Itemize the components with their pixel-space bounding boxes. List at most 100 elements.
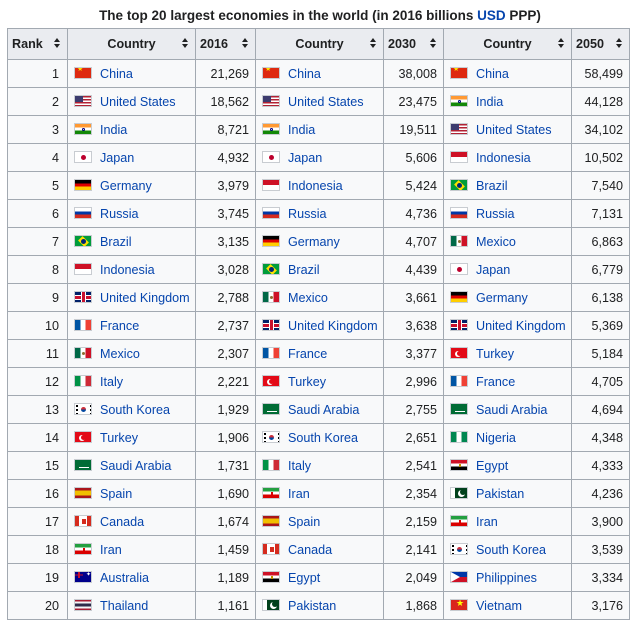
sort-arrows-icon[interactable] xyxy=(53,38,61,50)
country-cell-2030: Russia xyxy=(255,199,384,228)
flag-russia-icon xyxy=(450,206,468,219)
country-link[interactable]: France xyxy=(100,318,140,333)
country-link[interactable]: Saudi Arabia xyxy=(288,402,360,417)
country-link[interactable]: Turkey xyxy=(288,374,327,389)
country-link[interactable]: Japan xyxy=(288,150,323,165)
country-link[interactable]: Turkey xyxy=(100,430,139,445)
country-link[interactable]: Australia xyxy=(100,570,149,585)
country-link[interactable]: India xyxy=(100,122,128,137)
sort-arrows-icon[interactable] xyxy=(615,38,623,50)
country-link[interactable]: South Korea xyxy=(476,542,547,557)
country-link[interactable]: Indonesia xyxy=(288,178,343,193)
country-link[interactable]: Brazil xyxy=(100,234,132,249)
country-link[interactable]: Egypt xyxy=(476,458,509,473)
country-link[interactable]: France xyxy=(476,374,516,389)
header-2016[interactable]: 2016 xyxy=(195,28,256,60)
country-link[interactable]: Saudi Arabia xyxy=(476,402,548,417)
flag-south-korea-icon xyxy=(450,542,468,555)
country-link[interactable]: Pakistan xyxy=(288,598,337,613)
gdp-value-2030: 38,008 xyxy=(383,59,444,88)
country-link[interactable]: Germany xyxy=(476,290,528,305)
table-row: 3 India 8,721 India 19,511 United States 34,10… xyxy=(7,115,630,144)
flag-thailand-icon xyxy=(74,598,92,611)
country-link[interactable]: Japan xyxy=(100,150,135,165)
country-link[interactable]: South Korea xyxy=(288,430,359,445)
country-cell-2016: Indonesia xyxy=(67,255,196,284)
country-link[interactable]: China xyxy=(100,66,133,81)
country-link[interactable]: Italy xyxy=(288,458,312,473)
country-link[interactable]: Brazil xyxy=(288,262,320,277)
country-link[interactable]: Turkey xyxy=(476,346,515,361)
country-link[interactable]: United States xyxy=(288,94,364,109)
country-link[interactable]: United States xyxy=(476,122,552,137)
header-2030[interactable]: 2030 xyxy=(383,28,444,60)
country-link[interactable]: China xyxy=(476,66,509,81)
header-label: Country xyxy=(295,37,344,51)
country-link[interactable]: Russia xyxy=(476,206,515,221)
country-link[interactable]: Pakistan xyxy=(476,486,525,501)
country-link[interactable]: Canada xyxy=(100,514,145,529)
country-link[interactable]: Germany xyxy=(100,178,152,193)
country-link[interactable]: United Kingdom xyxy=(288,318,378,333)
sort-arrows-icon[interactable] xyxy=(557,38,565,50)
country-link[interactable]: Canada xyxy=(288,542,333,557)
country-link[interactable]: Mexico xyxy=(288,290,328,305)
country-link[interactable]: Japan xyxy=(476,262,511,277)
country-link[interactable]: Thailand xyxy=(100,598,149,613)
country-link[interactable]: Indonesia xyxy=(100,262,155,277)
header-2050[interactable]: 2050 xyxy=(571,28,630,60)
country-link[interactable]: United Kingdom xyxy=(476,318,566,333)
country-link[interactable]: Mexico xyxy=(476,234,516,249)
sort-arrows-icon[interactable] xyxy=(369,38,377,50)
gdp-value-2050: 6,779 xyxy=(571,255,630,284)
gdp-value-2050: 3,334 xyxy=(571,563,630,592)
header-country-2030[interactable]: Country xyxy=(255,28,384,60)
country-link[interactable]: South Korea xyxy=(100,402,171,417)
country-cell-2030: China xyxy=(255,59,384,88)
sort-arrows-icon[interactable] xyxy=(429,38,437,50)
header-country-2016[interactable]: Country xyxy=(67,28,196,60)
country-link[interactable]: Egypt xyxy=(288,570,321,585)
country-link[interactable]: Philippines xyxy=(476,570,537,585)
country-link[interactable]: Germany xyxy=(288,234,340,249)
header-rank[interactable]: Rank xyxy=(7,28,68,60)
table-row: 13 South Korea 1,929 Saudi Arabia 2,755 Saudi… xyxy=(7,395,630,424)
country-link[interactable]: Russia xyxy=(288,206,327,221)
country-link[interactable]: Nigeria xyxy=(476,430,516,445)
country-link[interactable]: Brazil xyxy=(476,178,508,193)
gdp-value-2016: 3,135 xyxy=(195,227,256,256)
header-country-2050[interactable]: Country xyxy=(443,28,572,60)
country-link[interactable]: India xyxy=(288,122,316,137)
country-cell-2030: Mexico xyxy=(255,283,384,312)
sort-arrows-icon[interactable] xyxy=(241,38,249,50)
country-cell-2050: United Kingdom xyxy=(443,311,572,340)
country-link[interactable]: Saudi Arabia xyxy=(100,458,172,473)
country-link[interactable]: Italy xyxy=(100,374,124,389)
country-link[interactable]: Indonesia xyxy=(476,150,531,165)
country-link[interactable]: United Kingdom xyxy=(100,290,190,305)
gdp-value-2016: 18,562 xyxy=(195,87,256,116)
gdp-value-2016: 1,674 xyxy=(195,507,256,536)
country-link[interactable]: China xyxy=(288,66,321,81)
country-link[interactable]: Iran xyxy=(288,486,310,501)
country-link[interactable]: Iran xyxy=(100,542,122,557)
economies-table: Rank Country 2016 Country 2030 Country 2… xyxy=(7,28,630,620)
table-row: 8 Indonesia 3,028 Brazil 4,439 Japan 6,779 xyxy=(7,255,630,284)
country-link[interactable]: Russia xyxy=(100,206,139,221)
country-link[interactable]: Iran xyxy=(476,514,498,529)
country-link[interactable]: India xyxy=(476,94,504,109)
flag-pakistan-icon xyxy=(450,486,468,499)
flag-nigeria-icon xyxy=(450,430,468,443)
usd-link[interactable]: USD xyxy=(477,8,506,23)
country-link[interactable]: United States xyxy=(100,94,176,109)
flag-india-icon xyxy=(450,94,468,107)
country-link[interactable]: Spain xyxy=(288,514,321,529)
table-row: 20 Thailand 1,161 Pakistan 1,868 Vietnam 3,176 xyxy=(7,591,630,620)
sort-arrows-icon[interactable] xyxy=(181,38,189,50)
country-cell-2016: India xyxy=(67,115,196,144)
country-link[interactable]: Spain xyxy=(100,486,133,501)
country-link[interactable]: Vietnam xyxy=(476,598,522,613)
flag-united-kingdom-icon xyxy=(74,290,92,303)
country-link[interactable]: France xyxy=(288,346,328,361)
country-link[interactable]: Mexico xyxy=(100,346,140,361)
